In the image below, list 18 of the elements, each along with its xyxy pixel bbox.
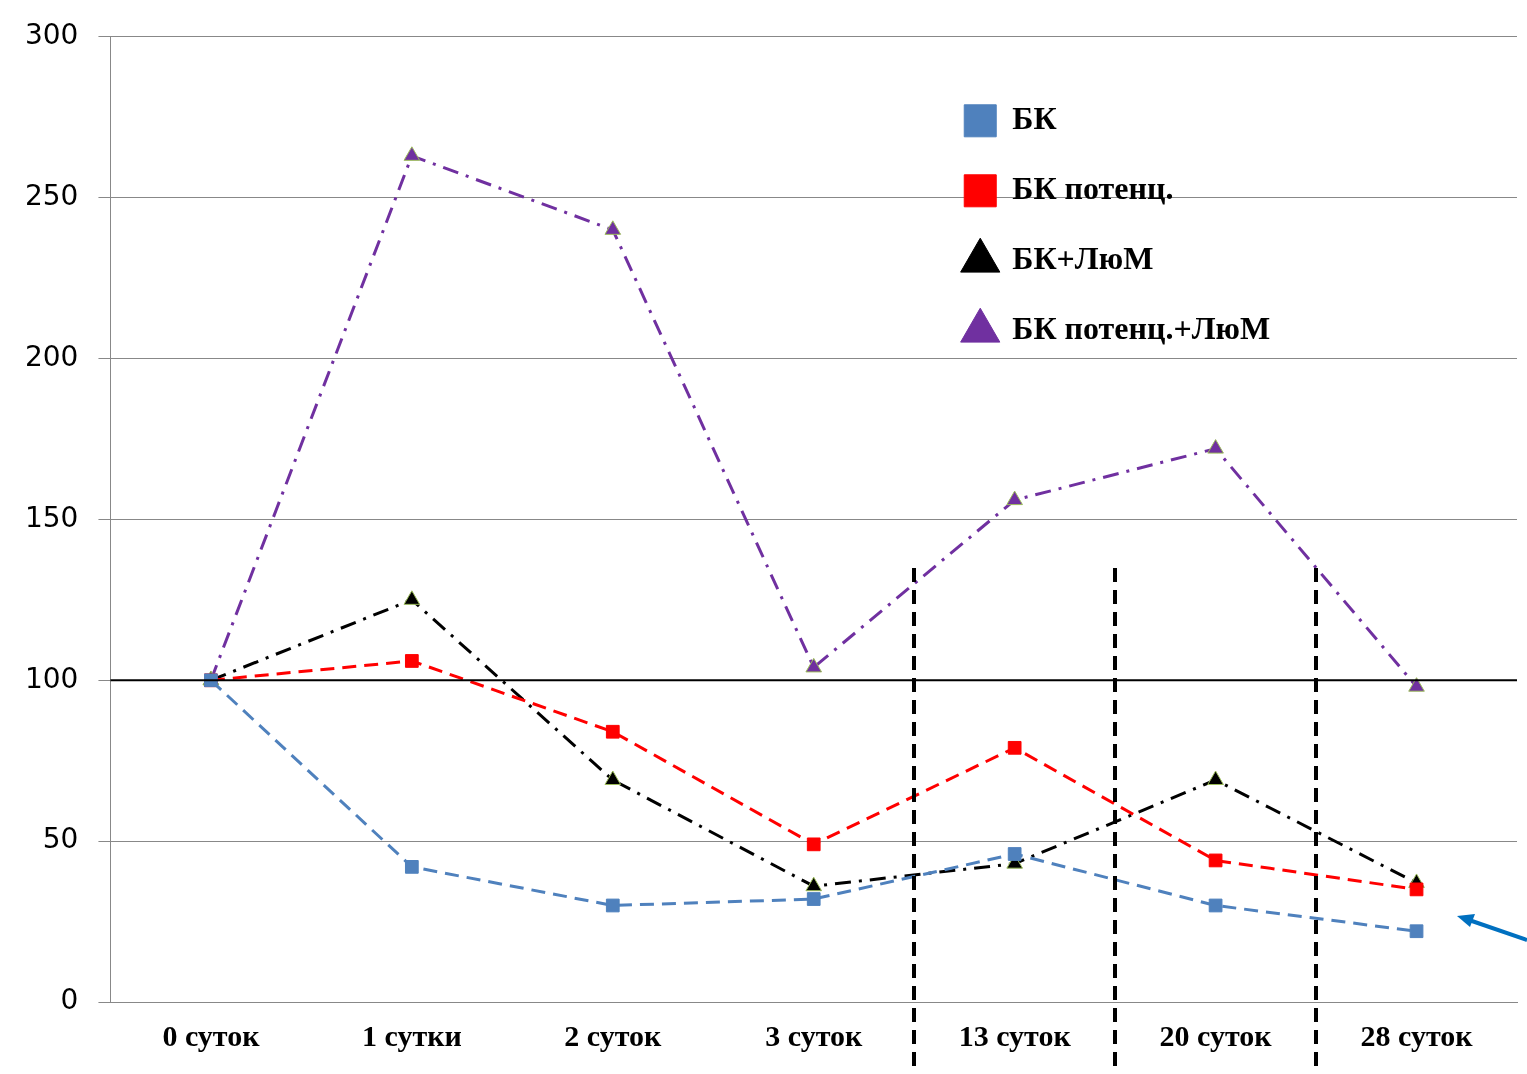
legend-label: БК+ЛюМ: [1012, 240, 1154, 277]
x-tick-label: 20 суток: [1159, 1018, 1273, 1052]
y-tick-label: 150: [24, 500, 79, 534]
y-tick-label: 100: [24, 661, 79, 695]
y-tick-label: 50: [42, 822, 79, 856]
x-tick-label: 0 суток: [162, 1018, 261, 1052]
y-tick-label: 250: [24, 178, 79, 212]
x-tick-label: 28 суток: [1360, 1018, 1474, 1052]
y-tick-label: 0: [60, 983, 79, 1017]
x-tick-label: 2 суток: [564, 1018, 663, 1052]
x-tick-label: 13 суток: [958, 1018, 1072, 1052]
legend-label: БК: [1012, 100, 1057, 137]
x-tick-label: 3 суток: [765, 1018, 863, 1052]
y-tick-label: 200: [24, 339, 79, 373]
legend-label: БК потенц.+ЛюМ: [1012, 310, 1271, 347]
x-tick-label: 1 сутки: [361, 1018, 462, 1052]
legend-label: БК потенц.: [1012, 170, 1174, 207]
y-tick-label: 300: [24, 18, 79, 52]
